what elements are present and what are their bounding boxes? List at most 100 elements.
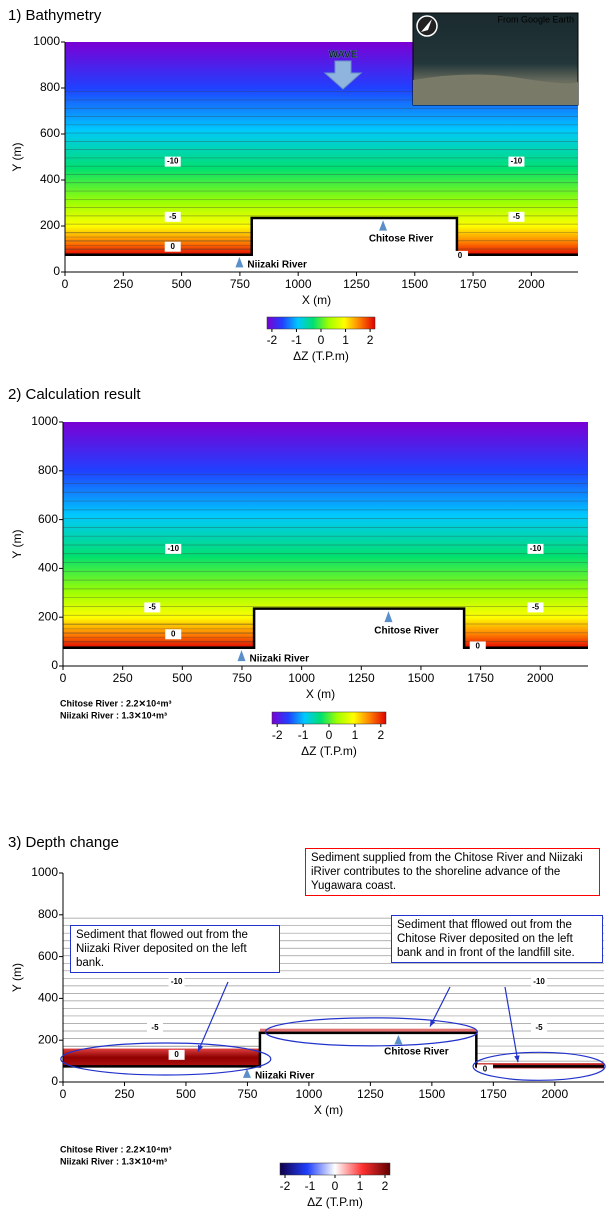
highlight-ellipse (472, 1051, 606, 1081)
panel: 0 250 500 750 1000 1250 1500 1750 20000200400600… (8, 7, 579, 363)
contour-label: -5 (532, 603, 540, 612)
colorbar-tick-label: 1 (357, 1179, 364, 1193)
x-tick-label: 750 (230, 277, 250, 291)
shoreline (65, 216, 578, 256)
colorbar (266, 316, 376, 330)
river-label: Chitose River (384, 1046, 449, 1057)
contour-label-bg (144, 602, 161, 613)
chart-title: 1) Bathymetry (8, 7, 102, 24)
colorbar-tick-label: 0 (318, 333, 325, 347)
contour-label: 0 (476, 642, 481, 651)
colorbar-tick-label: -2 (272, 728, 283, 742)
contour-label: -10 (530, 544, 542, 553)
panel: 0 250 500 750 1000 1250 1500 1750 20000200400600… (8, 386, 588, 758)
contour-label: -5 (151, 1023, 159, 1032)
river-label: Chitose River (369, 233, 434, 244)
contour-label: -5 (536, 1023, 544, 1032)
contour-label: 0 (174, 1050, 179, 1059)
callout: Sediment that fflowed out from the Chito… (391, 915, 603, 963)
x-tick-label: 1750 (480, 1087, 507, 1101)
contour-label-bg (164, 156, 181, 167)
colorbar-label: ΔZ (T.P.m) (301, 744, 357, 758)
chart-title: 3) Depth change (8, 834, 119, 851)
river-marker (242, 1068, 251, 1078)
y-tick-label: 200 (40, 218, 60, 232)
y-tick-label: 0 (53, 264, 60, 278)
contour-label: 0 (458, 251, 463, 260)
contour-label-bg (452, 250, 469, 261)
contour-label-bg (168, 976, 185, 987)
callout-arrow (504, 986, 519, 1063)
colorbar-tick-label: 1 (342, 333, 349, 347)
contour-label-bg (527, 602, 544, 613)
x-tick-label: 1250 (343, 277, 370, 291)
contour-label: -10 (171, 977, 183, 986)
colorbar-label: ΔZ (T.P.m) (293, 349, 349, 363)
colorbar-tick-label: -1 (305, 1179, 316, 1193)
x-tick-label: 1500 (408, 671, 435, 685)
river-marker (235, 257, 244, 268)
contour-label-bg (527, 543, 544, 554)
y-tick-label: 1000 (33, 34, 60, 48)
y-tick-label: 1000 (31, 865, 58, 879)
y-tick-label: 600 (40, 126, 60, 140)
colorbar-tick-label: 1 (352, 728, 359, 742)
arrow-head (430, 1019, 436, 1027)
x-axis-label: X (m) (306, 687, 335, 701)
x-tick-label: 250 (113, 671, 133, 685)
contour-label-bg (508, 211, 525, 222)
wave-label: WAVE (329, 50, 358, 61)
contour-label: -5 (169, 212, 177, 221)
x-axis-label: X (m) (314, 1103, 343, 1117)
y-tick-label: 400 (38, 991, 58, 1005)
y-tick-label: 200 (38, 609, 58, 623)
y-tick-label: 400 (38, 561, 58, 575)
x-axis-label: X (m) (302, 293, 331, 307)
y-tick-label: 800 (38, 463, 58, 477)
x-tick-label: 1000 (285, 277, 312, 291)
chart-title: 2) Calculation result (8, 386, 141, 403)
river-label: Niizaki River (247, 260, 307, 271)
volume-note: Niizaki River : 1.3✕10⁴m³ (60, 710, 167, 720)
x-tick-label: 2000 (518, 277, 545, 291)
y-tick-label: 200 (38, 1032, 58, 1046)
compass-needle (421, 19, 432, 32)
colorbar-tick-label: 0 (326, 728, 333, 742)
colorbar-tick-label: 2 (367, 333, 374, 347)
x-tick-label: 500 (176, 1087, 196, 1101)
x-tick-label: 1750 (460, 277, 487, 291)
inset-coast (413, 74, 578, 105)
contour-label-bg (164, 241, 181, 252)
arrow-head (514, 1055, 520, 1063)
deposition (63, 1048, 260, 1067)
x-tick-label: 1250 (357, 1087, 384, 1101)
x-tick-label: 250 (114, 1087, 134, 1101)
contour-label: -10 (167, 544, 179, 553)
highlight-ellipse (264, 1017, 478, 1047)
y-tick-label: 600 (38, 949, 58, 963)
arrow-head (198, 1044, 204, 1052)
y-tick-label: 0 (51, 1074, 58, 1088)
x-tick-label: 1000 (296, 1087, 323, 1101)
colorbar-label: ΔZ (T.P.m) (307, 1195, 363, 1209)
contour-label: -5 (149, 603, 157, 612)
x-tick-label: 2000 (527, 671, 554, 685)
contour-label: 0 (171, 629, 176, 638)
contour-label-bg (469, 641, 486, 652)
wave-arrow (323, 60, 363, 90)
y-tick-label: 800 (38, 907, 58, 921)
contour-label-bg (165, 543, 182, 554)
river-label: Niizaki River (255, 1070, 315, 1081)
contour-label-bg (164, 211, 181, 222)
x-tick-label: 0 (60, 671, 67, 685)
x-tick-label: 0 (60, 1087, 67, 1101)
y-tick-label: 400 (40, 172, 60, 186)
x-tick-label: 500 (172, 277, 192, 291)
colorbar-tick-label: -2 (280, 1179, 291, 1193)
contour-label-bg (476, 1064, 493, 1075)
contour-label-bg (531, 976, 548, 987)
contour-label: 0 (171, 242, 176, 251)
callout-arrow (197, 981, 229, 1052)
x-tick-label: 750 (237, 1087, 257, 1101)
